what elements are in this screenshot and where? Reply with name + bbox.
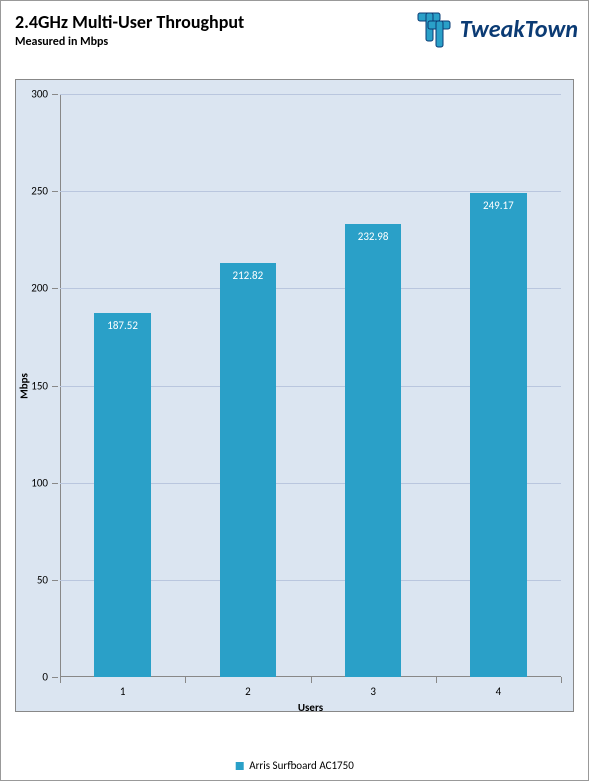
y-tick-label: 200: [18, 282, 48, 295]
y-tick: [52, 580, 58, 581]
bar: 187.52: [94, 313, 150, 677]
plot-area: Mbps Users 050100150200250300187.521212.…: [15, 79, 574, 712]
y-tick-label: 100: [18, 476, 48, 489]
y-tick: [52, 94, 58, 95]
y-tick: [52, 288, 58, 289]
brand-logo: TweakTown: [412, 7, 578, 51]
legend: Arris Surfboard AC1750: [235, 759, 354, 772]
bar: 212.82: [220, 263, 276, 677]
x-tick-label: 1: [120, 685, 126, 698]
x-tick: [561, 677, 562, 683]
x-tick: [436, 677, 437, 683]
legend-label: Arris Surfboard AC1750: [249, 759, 354, 772]
y-tick-label: 50: [18, 573, 48, 586]
bar: 249.17: [470, 193, 526, 677]
y-tick-label: 0: [18, 671, 48, 684]
x-tick-label: 4: [496, 685, 502, 698]
brand-logo-text: TweakTown: [460, 15, 578, 44]
x-tick: [311, 677, 312, 683]
y-tick-label: 250: [18, 185, 48, 198]
x-tick-label: 2: [245, 685, 251, 698]
y-tick-label: 150: [18, 379, 48, 392]
x-tick: [185, 677, 186, 683]
bar-value-label: 187.52: [107, 319, 138, 332]
x-tick: [60, 677, 61, 683]
x-axis-label: Users: [298, 701, 323, 714]
y-tick: [52, 191, 58, 192]
tweaktown-icon: [412, 7, 456, 51]
bar-value-label: 232.98: [358, 230, 389, 243]
chart-header: 2.4GHz Multi-User Throughput Measured in…: [1, 1, 588, 51]
y-tick-label: 300: [18, 88, 48, 101]
bar-value-label: 212.82: [233, 269, 264, 282]
y-tick: [52, 386, 58, 387]
gridline: [60, 94, 561, 95]
y-tick: [52, 483, 58, 484]
plot-inner: Mbps Users 050100150200250300187.521212.…: [60, 94, 561, 677]
bar-value-label: 249.17: [483, 199, 514, 212]
bar: 232.98: [345, 224, 401, 677]
y-tick: [52, 677, 58, 678]
legend-swatch: [235, 762, 243, 770]
x-tick-label: 3: [370, 685, 376, 698]
